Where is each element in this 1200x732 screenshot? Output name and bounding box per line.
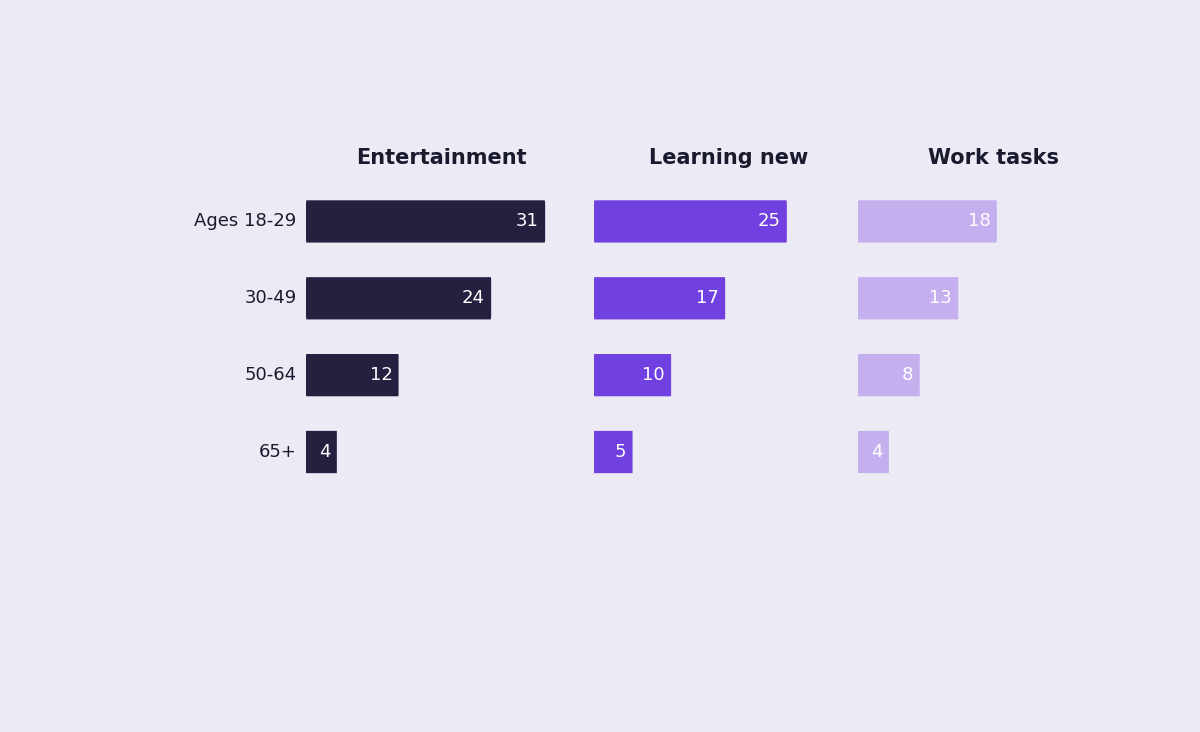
Text: Ages 18-29: Ages 18-29: [194, 212, 296, 231]
FancyBboxPatch shape: [594, 354, 671, 396]
Title: Entertainment: Entertainment: [355, 148, 527, 168]
Text: 12: 12: [370, 366, 392, 384]
FancyBboxPatch shape: [306, 431, 337, 473]
Title: Work tasks: Work tasks: [928, 148, 1058, 168]
FancyBboxPatch shape: [858, 277, 959, 319]
Text: 50-64: 50-64: [245, 366, 296, 384]
FancyBboxPatch shape: [306, 201, 545, 242]
FancyBboxPatch shape: [594, 277, 725, 319]
FancyBboxPatch shape: [858, 201, 997, 242]
Text: 31: 31: [516, 212, 539, 231]
FancyBboxPatch shape: [594, 201, 787, 242]
FancyBboxPatch shape: [594, 431, 632, 473]
Text: 4: 4: [871, 443, 883, 461]
Text: 17: 17: [696, 289, 719, 307]
FancyBboxPatch shape: [858, 431, 889, 473]
Text: 5: 5: [614, 443, 626, 461]
Text: 24: 24: [462, 289, 485, 307]
Text: 18: 18: [968, 212, 991, 231]
FancyBboxPatch shape: [306, 277, 491, 319]
Text: 8: 8: [902, 366, 913, 384]
Title: Learning new: Learning new: [649, 148, 809, 168]
FancyBboxPatch shape: [858, 354, 919, 396]
Text: 65+: 65+: [259, 443, 296, 461]
Text: 10: 10: [642, 366, 665, 384]
FancyBboxPatch shape: [306, 354, 398, 396]
Text: 30-49: 30-49: [245, 289, 296, 307]
Text: 25: 25: [757, 212, 781, 231]
Text: 4: 4: [319, 443, 331, 461]
Text: 13: 13: [929, 289, 952, 307]
